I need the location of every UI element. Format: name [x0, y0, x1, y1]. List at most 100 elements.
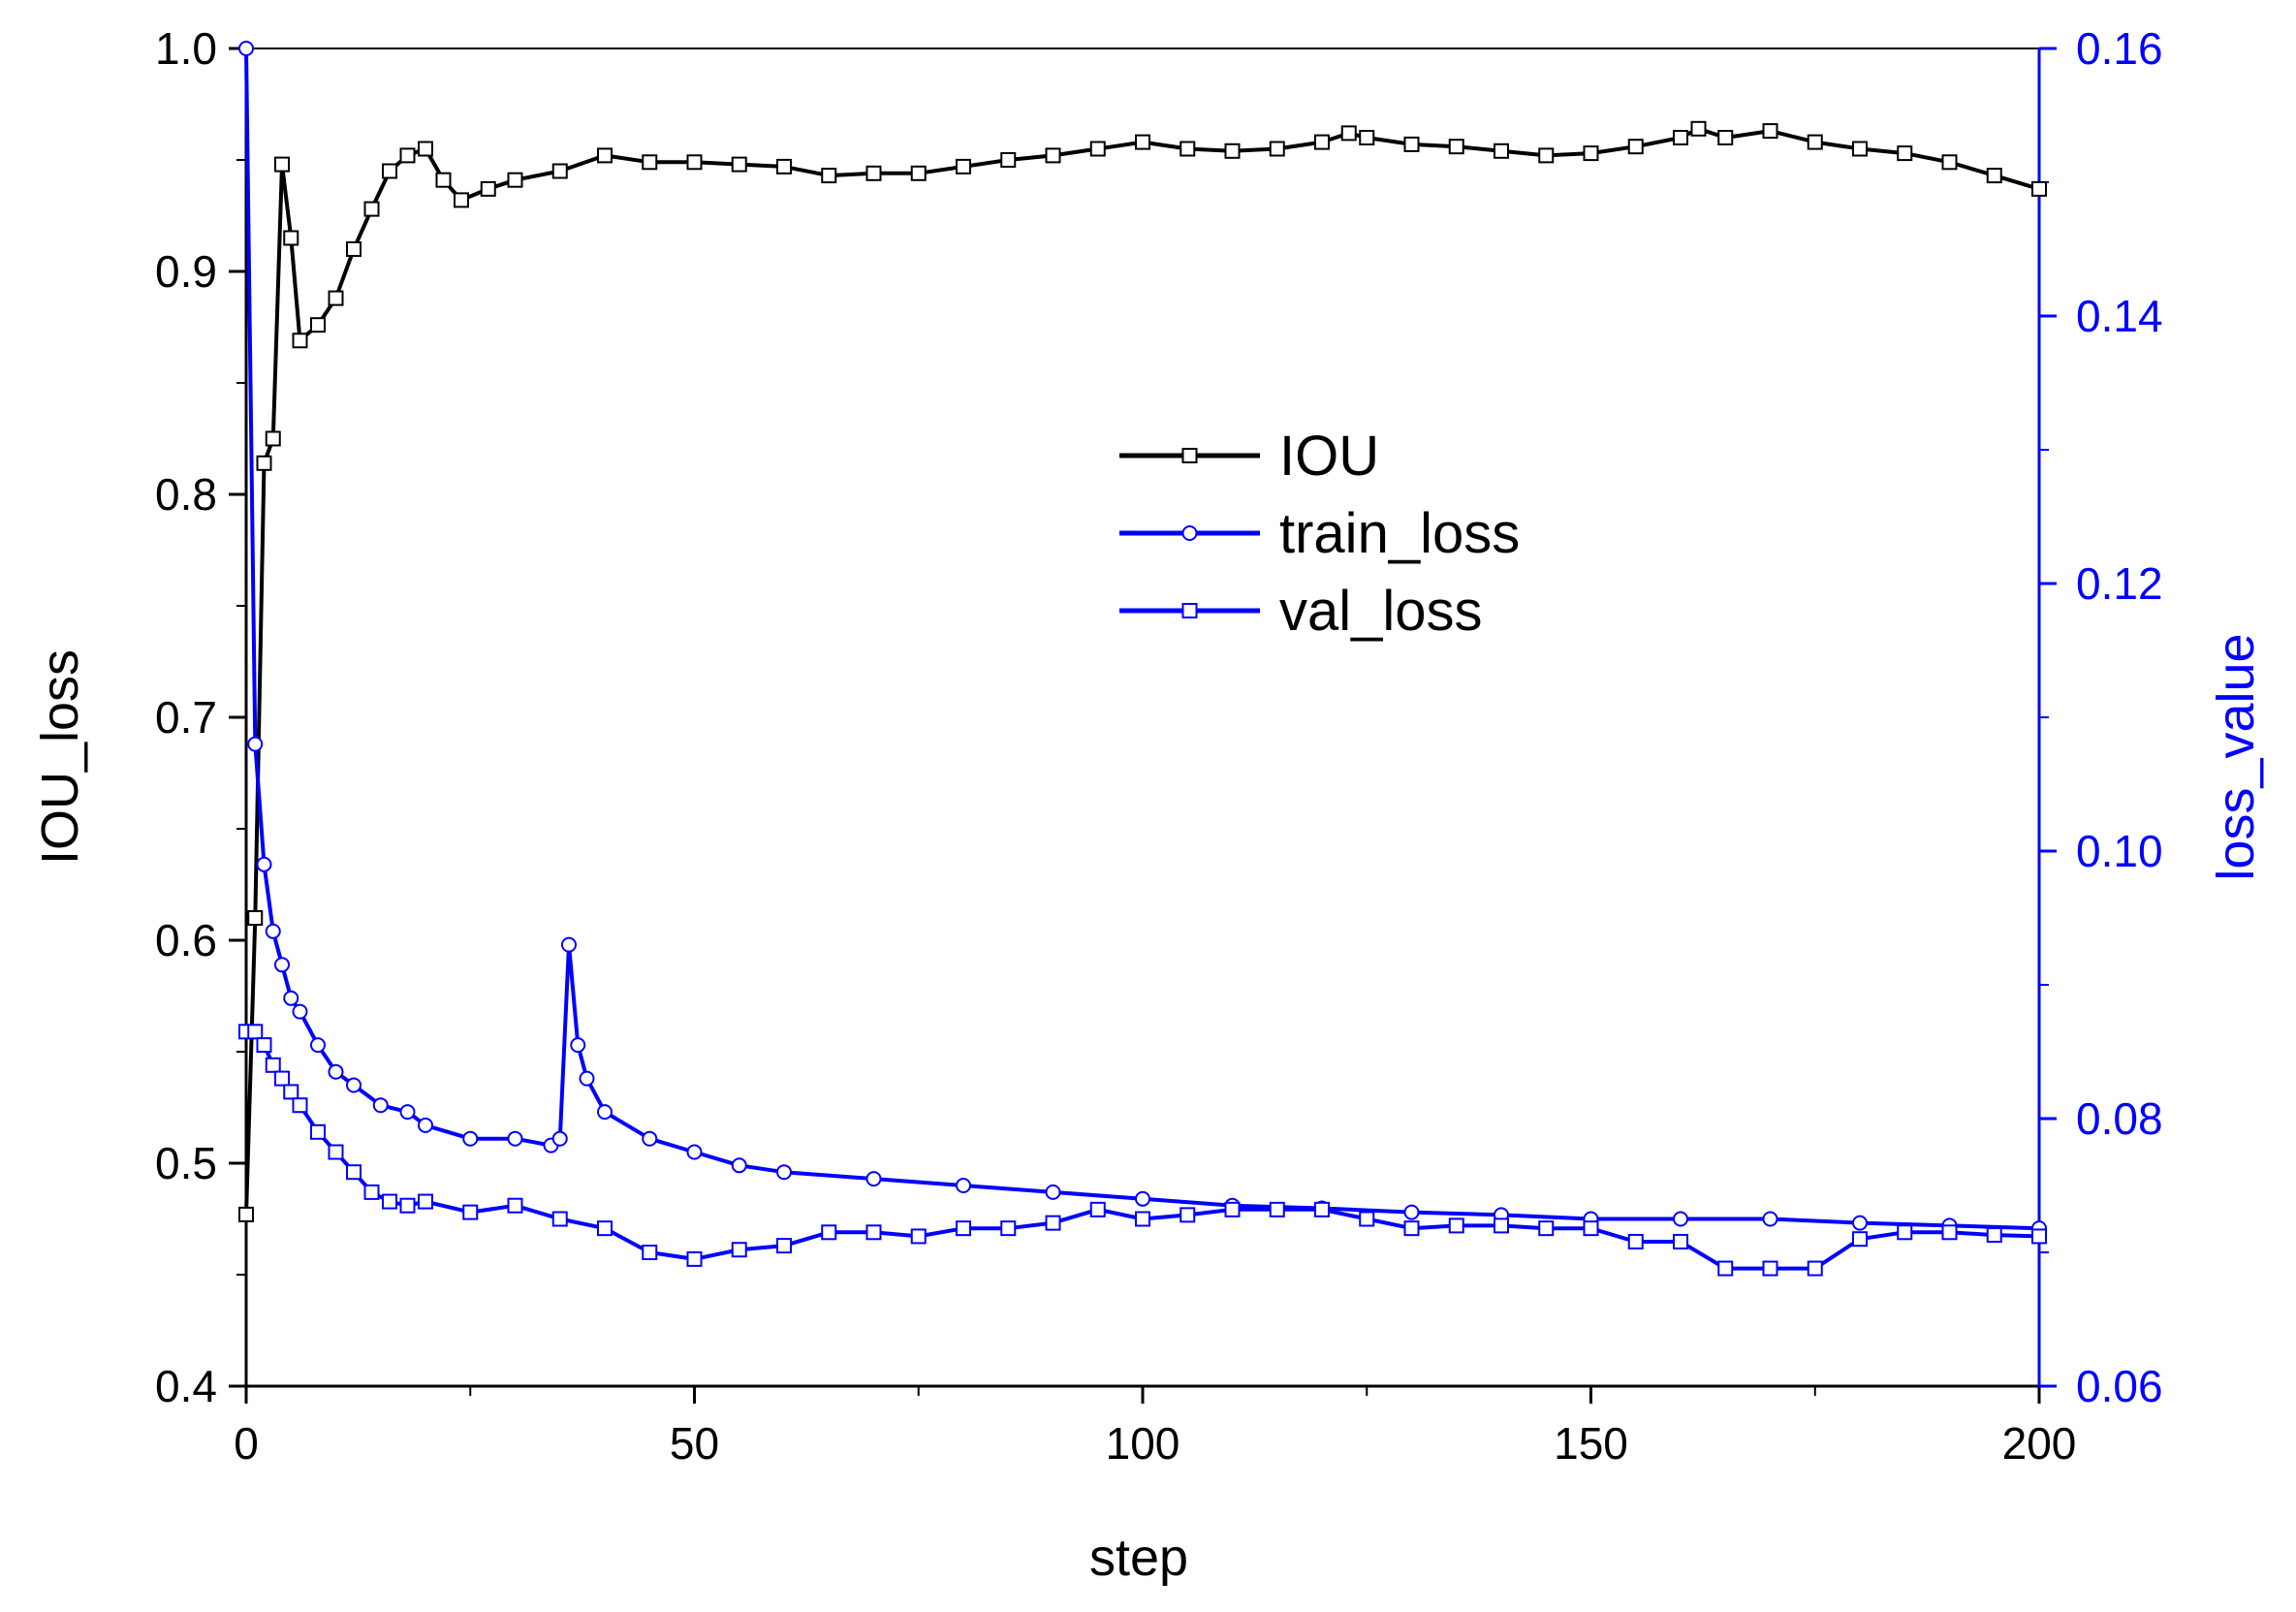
y-right-tick-label: 0.10	[2076, 826, 2163, 876]
iou-point	[1941, 154, 1958, 171]
iou-point	[247, 910, 264, 926]
iou-point	[731, 156, 747, 173]
iou-point	[1627, 139, 1644, 155]
val-loss-point	[1583, 1220, 1599, 1237]
val-loss-point	[418, 1193, 433, 1210]
iou-point	[551, 163, 568, 179]
val-loss-point	[1403, 1220, 1420, 1237]
train-loss-point	[1135, 1190, 1150, 1207]
iou-point	[1807, 134, 1823, 150]
val-loss-point	[910, 1228, 927, 1245]
val-loss-point	[1897, 1224, 1913, 1241]
y-left-tick-label: 1.0	[155, 23, 217, 74]
x-tick-label: 50	[670, 1418, 719, 1469]
val-loss-point	[363, 1184, 380, 1200]
train-loss-point	[579, 1070, 595, 1087]
iou-point	[1897, 145, 1913, 162]
iou-point	[283, 230, 299, 246]
iou-point	[1986, 168, 2002, 184]
iou-point	[238, 1206, 254, 1222]
y-left-tick-label: 0.7	[155, 692, 217, 743]
val-loss-point	[462, 1204, 479, 1220]
train-loss-point	[265, 923, 281, 939]
iou-point	[382, 163, 397, 179]
val-loss-point	[642, 1245, 658, 1260]
iou-point	[507, 172, 523, 188]
val-loss-point	[1941, 1224, 1958, 1241]
train-loss-point	[776, 1164, 792, 1181]
val-loss-point	[1224, 1201, 1241, 1217]
train-loss-point	[283, 990, 299, 1006]
val-loss-point	[1179, 1207, 1196, 1223]
train-loss-point	[310, 1037, 326, 1054]
train-loss-line	[244, 47, 2040, 1231]
iou-point	[597, 147, 613, 164]
y-right-tick-label: 0.08	[2076, 1093, 2163, 1144]
y-right-tick-label: 0.16	[2076, 23, 2163, 74]
train-loss-point	[238, 41, 254, 56]
iou-point	[1045, 147, 1061, 164]
val-loss-point	[1089, 1201, 1106, 1217]
val-loss-point	[292, 1097, 308, 1114]
legend-train-loss-marker	[1181, 525, 1198, 541]
val-loss-point	[1135, 1211, 1150, 1227]
train-loss-point	[1045, 1184, 1061, 1200]
val-loss-point	[1359, 1211, 1375, 1227]
iou-point	[956, 158, 971, 174]
val-loss-point	[1717, 1260, 1734, 1277]
val-loss-point	[1673, 1233, 1688, 1249]
y-left-tick-label: 0.5	[155, 1138, 217, 1188]
train-loss-point	[256, 856, 272, 872]
val-loss-point	[1538, 1220, 1555, 1237]
val-loss-point	[1448, 1217, 1464, 1234]
iou-point	[1538, 147, 1555, 164]
iou-point	[1717, 130, 1734, 145]
y-right-tick-label: 0.06	[2076, 1361, 2163, 1411]
iou-point	[454, 192, 469, 208]
val-loss-point	[283, 1084, 299, 1100]
val-loss-point	[597, 1220, 613, 1237]
x-tick-label: 0	[234, 1418, 259, 1469]
legend-iou-label: IOU	[1279, 425, 1379, 488]
train-loss-point	[1673, 1211, 1688, 1227]
train-loss-point	[642, 1130, 658, 1147]
iou-point	[363, 201, 380, 217]
val-loss-point	[1000, 1220, 1017, 1237]
iou-point	[310, 317, 326, 333]
iou-point	[265, 430, 281, 447]
iou-point	[418, 141, 433, 157]
iou-point	[346, 241, 362, 257]
iou-point	[1314, 134, 1330, 150]
iou-point	[1269, 141, 1285, 157]
iou-point	[399, 147, 416, 164]
val-loss-point	[247, 1024, 264, 1040]
train-loss-point	[346, 1077, 362, 1093]
iou-point	[776, 158, 792, 174]
iou-point	[1673, 130, 1688, 145]
train-loss-point	[1762, 1211, 1778, 1227]
iou-point	[1179, 141, 1196, 157]
train-loss-point	[274, 957, 290, 973]
val-loss-point	[274, 1070, 290, 1087]
val-loss-point	[1314, 1201, 1330, 1217]
iou-point	[1690, 120, 1707, 137]
iou-point	[642, 154, 658, 171]
legend-iou-marker	[1181, 448, 1198, 463]
train-loss-point	[328, 1063, 344, 1080]
iou-point	[1494, 142, 1509, 159]
iou-point	[480, 180, 496, 197]
iou-point	[1448, 139, 1464, 155]
val-loss-point	[1494, 1217, 1509, 1234]
iou-point	[1583, 145, 1599, 162]
val-loss-point	[821, 1224, 837, 1241]
val-loss-point	[776, 1238, 792, 1254]
train-loss-point	[597, 1104, 613, 1121]
legend-val-loss-label: val_loss	[1279, 580, 1483, 643]
val-loss-point	[1269, 1201, 1285, 1217]
y-right-tick-label: 0.12	[2076, 558, 2163, 609]
iou-point	[1852, 141, 1868, 157]
x-tick-label: 200	[2002, 1418, 2077, 1469]
train-loss-point	[570, 1037, 586, 1054]
iou-point	[865, 165, 882, 181]
